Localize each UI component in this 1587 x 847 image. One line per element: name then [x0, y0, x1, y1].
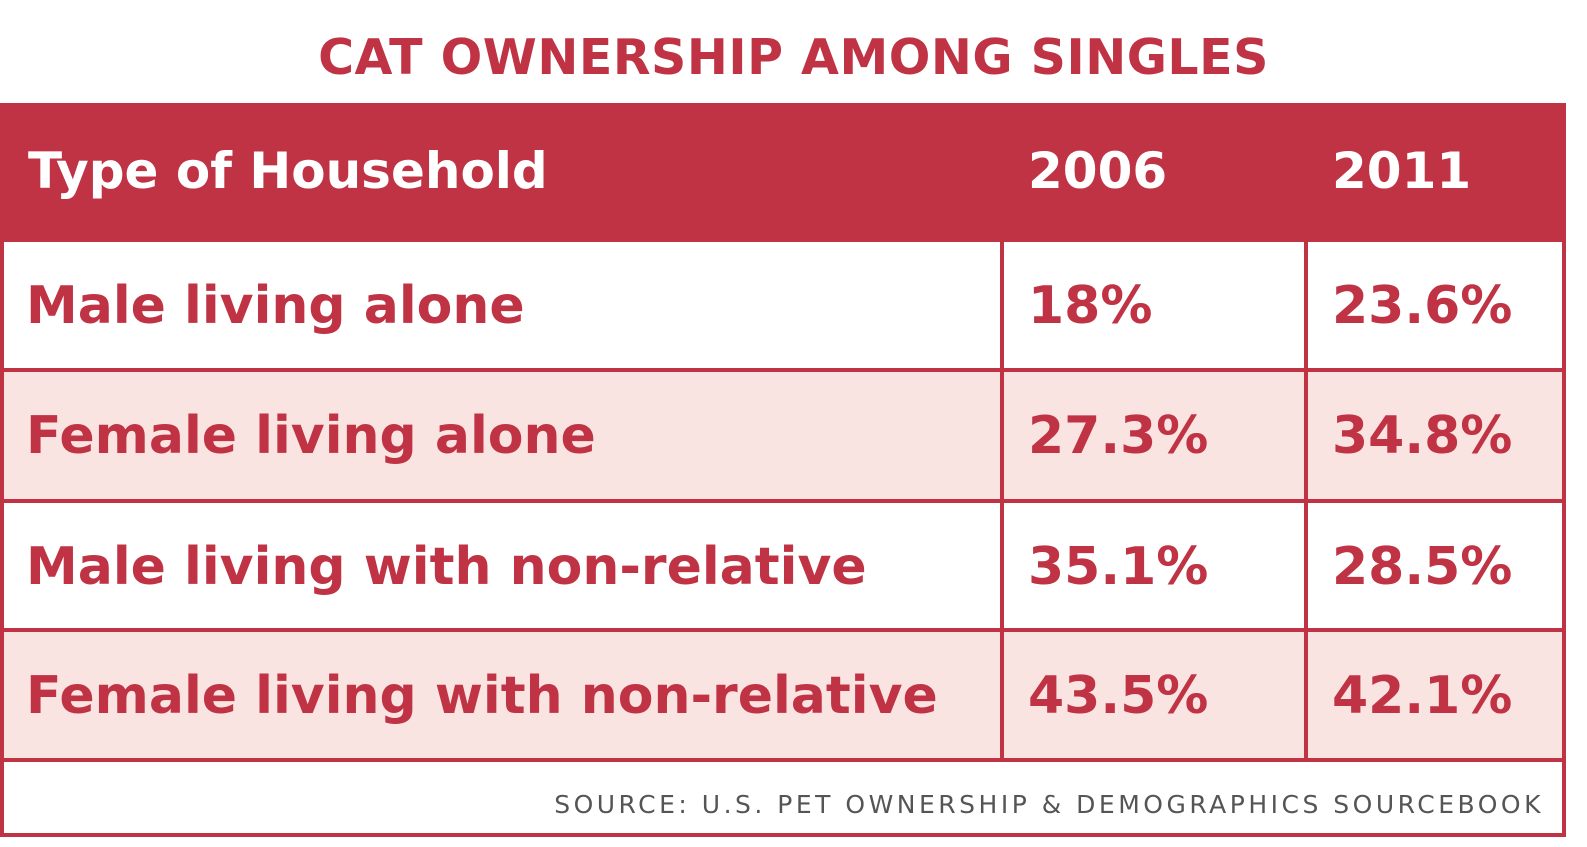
value-2011: 34.8% — [1332, 405, 1513, 466]
value-2006: 43.5% — [1028, 665, 1209, 726]
value-2006: 35.1% — [1028, 536, 1209, 597]
row-label: Female living alone — [26, 405, 596, 466]
value-2011: 28.5% — [1332, 536, 1513, 597]
column-divider — [1304, 372, 1308, 499]
value-2006: 18% — [1028, 275, 1153, 336]
value-2011: 23.6% — [1332, 275, 1513, 336]
value-2006: 27.3% — [1028, 405, 1209, 466]
table-header-row: Type of Household 2006 2011 — [4, 103, 1562, 238]
ownership-table: Type of Household 2006 2011 Male living … — [0, 103, 1566, 837]
column-divider — [1000, 242, 1004, 369]
row-label: Male living alone — [26, 275, 525, 336]
table-row: Male living alone 18% 23.6% — [4, 238, 1562, 369]
table-row: Male living with non-relative 35.1% 28.5… — [4, 499, 1562, 630]
header-2006: 2006 — [1028, 141, 1168, 200]
column-divider — [1304, 632, 1308, 759]
row-label: Female living with non-relative — [26, 665, 938, 726]
table-row: Female living alone 27.3% 34.8% — [4, 368, 1562, 499]
value-2011: 42.1% — [1332, 665, 1513, 726]
source-row: SOURCE: U.S. PET OWNERSHIP & DEMOGRAPHIC… — [4, 758, 1562, 833]
table-row: Female living with non-relative 43.5% 42… — [4, 628, 1562, 759]
column-divider — [1000, 372, 1004, 499]
source-note: SOURCE: U.S. PET OWNERSHIP & DEMOGRAPHIC… — [554, 790, 1544, 819]
header-type-of-household: Type of Household — [28, 141, 548, 200]
column-divider — [1000, 503, 1004, 630]
column-divider — [1304, 503, 1308, 630]
column-divider — [1304, 242, 1308, 369]
row-label: Male living with non-relative — [26, 536, 867, 597]
column-divider — [1000, 632, 1004, 759]
header-2011: 2011 — [1332, 141, 1472, 200]
chart-title: CAT OWNERSHIP AMONG SINGLES — [318, 29, 1269, 86]
